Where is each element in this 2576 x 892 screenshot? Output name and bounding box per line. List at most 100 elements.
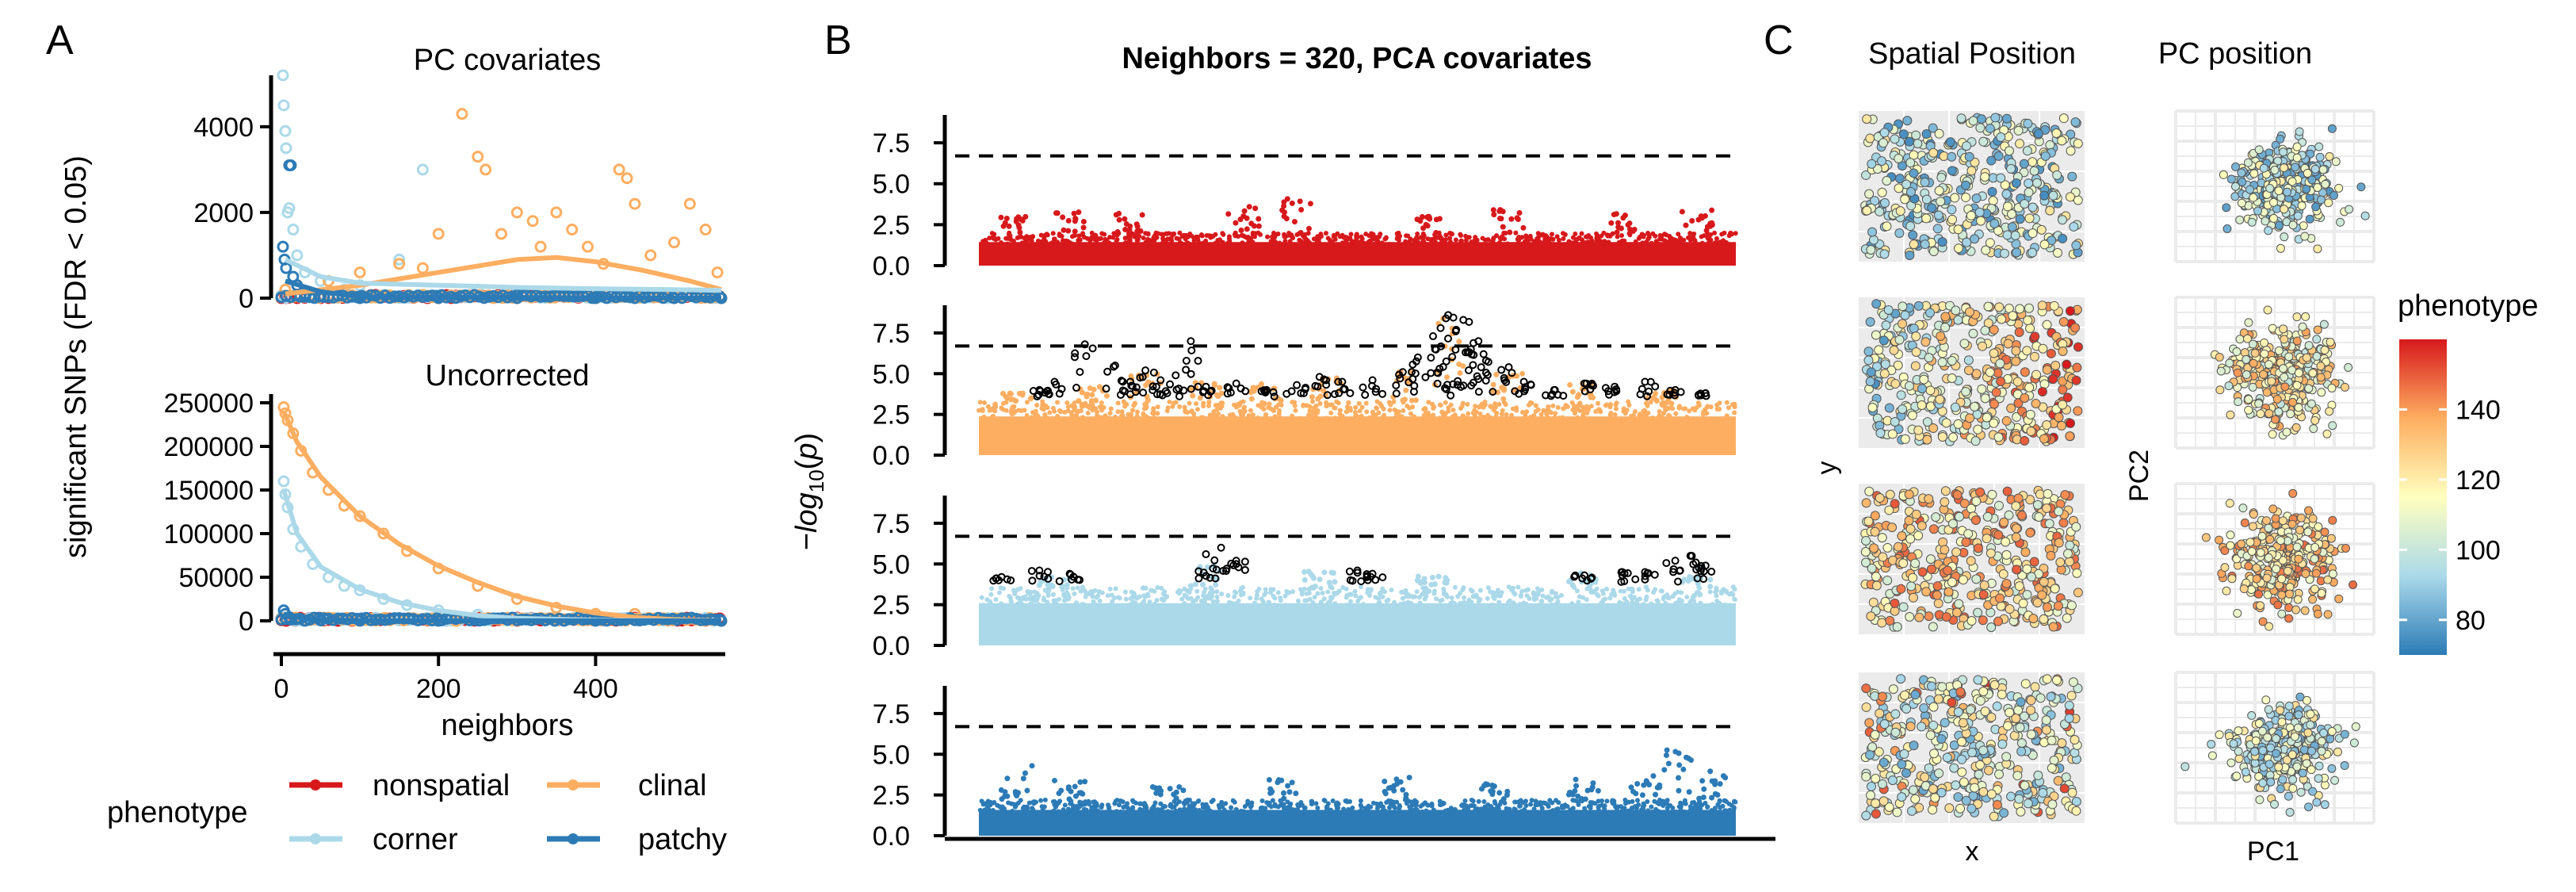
manhattan-peak-nonspatial	[1072, 228, 1078, 235]
manhattan-point-clinal	[1544, 408, 1550, 414]
manhattan-peak-corner	[1326, 580, 1332, 586]
manhattan-point-nonspatial	[1005, 241, 1011, 247]
manhattan-point-clinal	[1696, 403, 1702, 408]
manhattan-y-tick-label: 7.5	[873, 128, 910, 159]
spatial-point	[2022, 146, 2032, 156]
manhattan-point-nonspatial	[1415, 235, 1420, 241]
manhattan-peak-clinal	[1500, 396, 1507, 402]
manhattan-point-corner	[1041, 595, 1046, 601]
panel-a-bottom-y-tick-label: 0	[239, 607, 254, 637]
spatial-point	[1987, 186, 1997, 197]
point-clinal	[456, 108, 468, 121]
manhattan-peak-nonspatial	[1281, 203, 1287, 209]
manhattan-point-patchy	[1570, 798, 1576, 803]
manhattan-point-clinal	[1555, 404, 1561, 410]
manhattan-peak-patchy	[1584, 787, 1591, 794]
manhattan-point-corner	[1392, 599, 1397, 605]
manhattan-point-corner	[1080, 602, 1085, 607]
manhattan-point-nonspatial	[1076, 237, 1081, 243]
manhattan-point-nonspatial	[1320, 243, 1326, 248]
manhattan-peak-nonspatial	[1283, 216, 1290, 222]
manhattan-peak-patchy	[1173, 789, 1179, 795]
manhattan-peak-clinal	[1519, 370, 1526, 377]
manhattan-point-clinal	[1437, 402, 1443, 408]
manhattan-point-patchy	[1539, 806, 1545, 811]
spatial-point	[2073, 138, 2083, 148]
manhattan-point-patchy	[1135, 811, 1141, 817]
manhattan-point-clinal	[1113, 415, 1118, 420]
manhattan-point-clinal	[1393, 408, 1399, 414]
manhattan-point-clinal	[1263, 412, 1269, 417]
manhattan-point-nonspatial	[1134, 238, 1140, 243]
manhattan-peak-nonspatial	[1614, 229, 1620, 235]
manhattan-point-patchy	[1309, 798, 1315, 804]
manhattan-point-clinal	[1492, 404, 1498, 410]
manhattan-point-corner	[1367, 592, 1373, 598]
manhattan-point-corner	[1584, 597, 1589, 603]
manhattan-point-corner	[1424, 593, 1429, 599]
manhattan-point-nonspatial	[1102, 232, 1107, 237]
manhattan-point-patchy	[1116, 802, 1122, 808]
manhattan-peak-nonspatial	[1298, 207, 1305, 213]
manhattan-point-clinal	[1042, 412, 1048, 418]
manhattan-significant-hit	[1392, 389, 1401, 398]
manhattan-peak-corner	[1213, 582, 1219, 588]
manhattan-point-nonspatial	[1379, 240, 1385, 246]
manhattan-point-patchy	[1217, 810, 1222, 816]
manhattan-point-corner	[1213, 603, 1219, 609]
manhattan-point-patchy	[1731, 806, 1737, 811]
spatial-point	[1909, 168, 1919, 178]
manhattan-peak-patchy	[1489, 788, 1496, 794]
manhattan-peak-nonspatial	[1709, 220, 1715, 226]
fit-line-clinal	[281, 410, 722, 623]
manhattan-point-corner	[1206, 595, 1211, 601]
manhattan-point-clinal	[1173, 400, 1179, 405]
manhattan-point-clinal	[1498, 415, 1504, 421]
manhattan-peak-nonspatial	[1709, 207, 1715, 213]
manhattan-point-patchy	[1443, 808, 1448, 814]
legend-label-corner: corner	[373, 823, 458, 856]
manhattan-peak-clinal	[999, 390, 1006, 396]
manhattan-peak-clinal	[1013, 398, 1019, 404]
manhattan-point-corner	[1391, 603, 1397, 609]
manhattan-point-corner	[1007, 604, 1013, 610]
manhattan-point-clinal	[1364, 409, 1370, 415]
manhattan-point-clinal	[1259, 400, 1265, 405]
manhattan-point-clinal	[1729, 419, 1734, 424]
manhattan-point-clinal	[1732, 404, 1737, 410]
manhattan-point-patchy	[1244, 802, 1250, 807]
manhattan-point-corner	[1312, 595, 1317, 600]
manhattan-point-clinal	[1170, 404, 1175, 409]
manhattan-point-clinal	[1000, 400, 1006, 406]
manhattan-point-nonspatial	[1474, 237, 1480, 243]
manhattan-point-corner	[1141, 585, 1146, 591]
manhattan-point-corner	[1262, 592, 1267, 598]
manhattan-point-nonspatial	[1394, 236, 1400, 242]
manhattan-point-nonspatial	[1168, 236, 1173, 242]
point-patchy	[277, 240, 289, 253]
manhattan-significant-hit	[1474, 388, 1483, 396]
manhattan-peak-nonspatial	[1426, 215, 1432, 221]
manhattan-peak-clinal	[1653, 390, 1659, 396]
manhattan-point-patchy	[1407, 809, 1412, 814]
manhattan-point-nonspatial	[1485, 237, 1491, 243]
manhattan-point-corner	[1420, 591, 1425, 597]
manhattan-point-corner	[1254, 592, 1259, 598]
manhattan-peak-patchy	[1022, 770, 1028, 776]
manhattan-peak-patchy	[998, 787, 1004, 793]
manhattan-significant-hit	[1076, 368, 1084, 377]
manhattan-peak-patchy	[1680, 766, 1687, 772]
manhattan-y-tick-label: 5.0	[873, 170, 910, 200]
manhattan-point-patchy	[1287, 806, 1293, 811]
manhattan-peak-nonspatial	[1289, 200, 1295, 206]
manhattan-peak-corner	[1064, 582, 1070, 588]
manhattan-point-clinal	[1533, 403, 1538, 408]
spatial-point	[1921, 129, 1932, 140]
manhattan-point-patchy	[1420, 802, 1426, 807]
manhattan-point-corner	[1207, 590, 1213, 595]
manhattan-point-patchy	[1232, 799, 1237, 805]
manhattan-peak-clinal	[1501, 387, 1508, 393]
manhattan-point-patchy	[1626, 799, 1632, 805]
manhattan-point-patchy	[1106, 810, 1111, 815]
manhattan-point-patchy	[1545, 802, 1550, 808]
